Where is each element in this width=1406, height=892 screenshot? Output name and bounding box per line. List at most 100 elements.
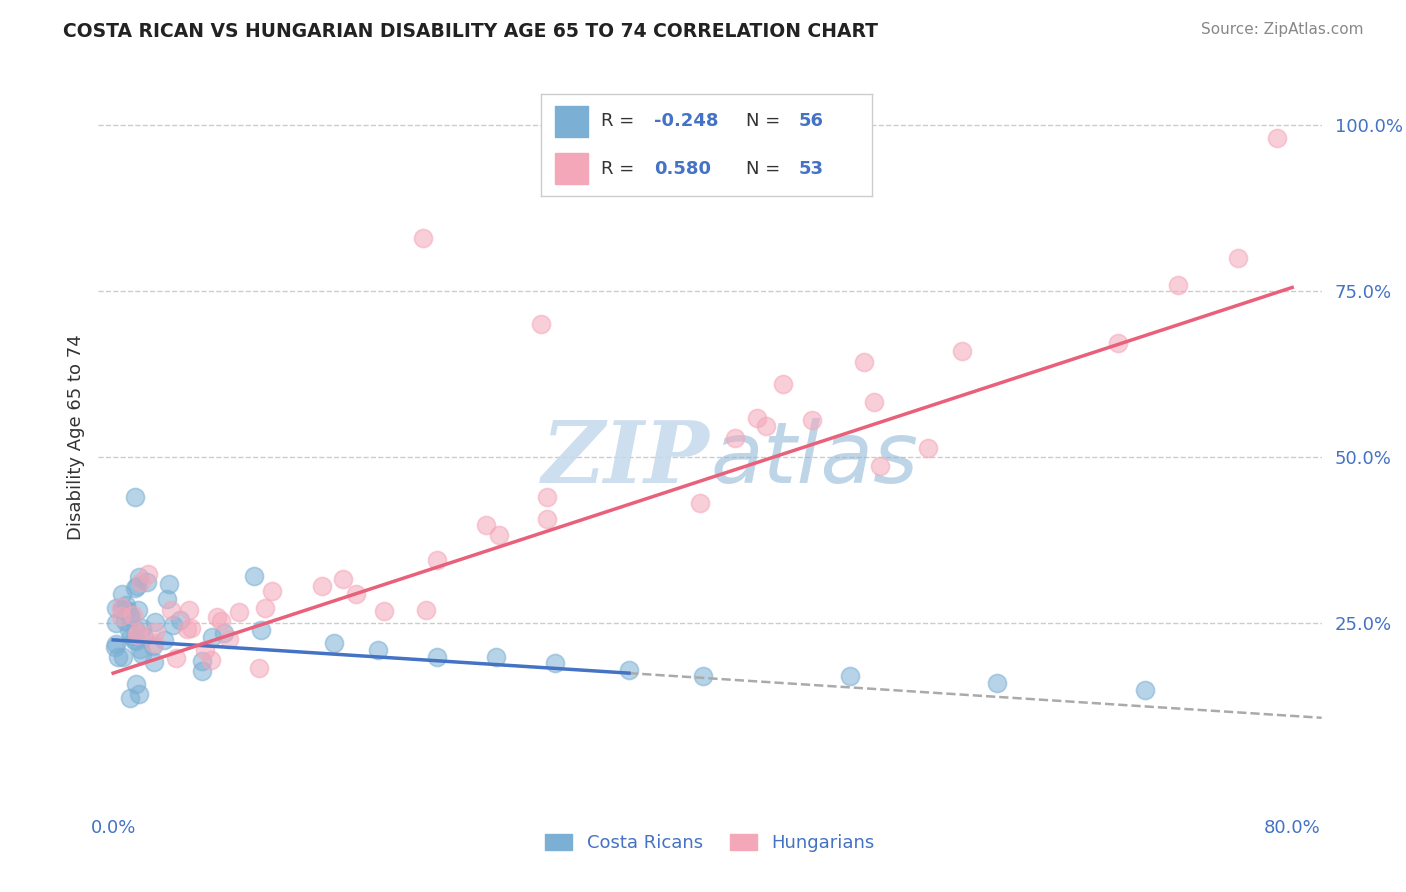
Point bbox=[127, 603, 149, 617]
Text: COSTA RICAN VS HUNGARIAN DISABILITY AGE 65 TO 74 CORRELATION CHART: COSTA RICAN VS HUNGARIAN DISABILITY AGE … bbox=[63, 22, 879, 41]
Text: Source: ZipAtlas.com: Source: ZipAtlas.com bbox=[1201, 22, 1364, 37]
Point bbox=[104, 640, 127, 654]
Point bbox=[1133, 682, 1156, 697]
Text: R =: R = bbox=[600, 112, 640, 130]
Point bbox=[536, 490, 558, 504]
Bar bbox=[554, 153, 588, 184]
Point bbox=[115, 603, 138, 617]
Point bbox=[136, 575, 159, 590]
Point bbox=[536, 512, 558, 526]
Point bbox=[125, 677, 148, 691]
Point bbox=[218, 632, 240, 647]
Point bbox=[111, 649, 134, 664]
Point bbox=[311, 579, 333, 593]
Point bbox=[194, 642, 217, 657]
Point bbox=[209, 614, 232, 628]
Point bbox=[249, 623, 271, 637]
Point bbox=[839, 669, 862, 683]
Point bbox=[488, 528, 510, 542]
Point bbox=[917, 441, 939, 455]
Point bbox=[110, 601, 132, 615]
Point bbox=[110, 608, 132, 623]
Point bbox=[323, 636, 346, 650]
Point bbox=[142, 636, 165, 650]
Point bbox=[111, 587, 134, 601]
Point bbox=[260, 583, 283, 598]
Point bbox=[124, 582, 146, 596]
Point bbox=[724, 431, 747, 445]
Point bbox=[247, 661, 270, 675]
Point bbox=[1267, 131, 1289, 145]
Point bbox=[105, 637, 128, 651]
Point bbox=[129, 574, 152, 589]
Point bbox=[118, 623, 141, 637]
Text: ZIP: ZIP bbox=[543, 417, 710, 500]
Text: N =: N = bbox=[747, 160, 786, 178]
Point bbox=[689, 496, 711, 510]
Point bbox=[801, 413, 824, 427]
Point bbox=[179, 602, 201, 616]
Point bbox=[692, 669, 714, 683]
Point bbox=[228, 605, 250, 619]
Point bbox=[142, 639, 165, 653]
Point bbox=[131, 648, 153, 662]
Point bbox=[128, 570, 150, 584]
Point bbox=[153, 633, 176, 648]
Point bbox=[120, 629, 142, 643]
Point bbox=[121, 607, 143, 622]
Point bbox=[344, 587, 367, 601]
Point bbox=[165, 651, 187, 665]
Point bbox=[426, 649, 449, 664]
Point bbox=[544, 656, 567, 670]
Text: -0.248: -0.248 bbox=[654, 112, 718, 130]
Point bbox=[180, 621, 202, 635]
Point bbox=[772, 376, 794, 391]
Point bbox=[254, 601, 277, 615]
Point bbox=[190, 664, 212, 678]
Point bbox=[1167, 277, 1189, 292]
Point bbox=[869, 458, 891, 473]
Bar bbox=[554, 106, 588, 136]
Point bbox=[485, 649, 508, 664]
Point bbox=[157, 576, 180, 591]
Point bbox=[136, 567, 159, 582]
Point bbox=[415, 603, 437, 617]
Point bbox=[142, 655, 165, 669]
Point bbox=[755, 418, 778, 433]
Point bbox=[529, 317, 551, 331]
Point bbox=[104, 615, 127, 630]
Point bbox=[114, 614, 136, 628]
Point bbox=[986, 676, 1008, 690]
Point bbox=[120, 607, 142, 622]
Point bbox=[373, 604, 395, 618]
Point bbox=[176, 622, 198, 636]
Text: 0.580: 0.580 bbox=[654, 160, 710, 178]
Point bbox=[114, 603, 136, 617]
Point bbox=[124, 622, 146, 636]
Point bbox=[134, 630, 156, 644]
Point bbox=[169, 613, 191, 627]
Point bbox=[475, 518, 498, 533]
Y-axis label: Disability Age 65 to 74: Disability Age 65 to 74 bbox=[66, 334, 84, 540]
Point bbox=[212, 626, 235, 640]
Legend: Costa Ricans, Hungarians: Costa Ricans, Hungarians bbox=[538, 827, 882, 860]
Point bbox=[205, 609, 228, 624]
Point bbox=[853, 355, 876, 369]
Point bbox=[131, 621, 153, 635]
Text: N =: N = bbox=[747, 112, 786, 130]
Point bbox=[127, 628, 149, 642]
Point bbox=[107, 650, 129, 665]
Point bbox=[412, 230, 434, 244]
Point bbox=[950, 343, 973, 358]
Point bbox=[425, 553, 447, 567]
Text: 53: 53 bbox=[799, 160, 824, 178]
Point bbox=[190, 654, 212, 668]
Point bbox=[110, 599, 132, 614]
Point bbox=[118, 610, 141, 624]
Point bbox=[162, 617, 184, 632]
Point bbox=[367, 643, 389, 657]
Point bbox=[120, 691, 142, 706]
Point bbox=[863, 395, 886, 409]
Point bbox=[129, 642, 152, 657]
Text: atlas: atlas bbox=[710, 417, 918, 500]
